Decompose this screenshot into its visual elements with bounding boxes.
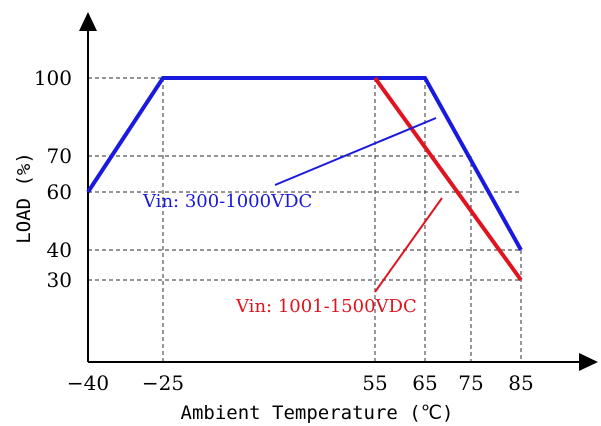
x-axis-title: Ambient Temperature (℃) — [181, 402, 454, 424]
series-red-label: Vin: 1001-1500VDC — [235, 296, 417, 317]
series-blue-line — [86, 76, 523, 251]
y-axis-title: LOAD (%) — [13, 152, 35, 244]
series-blue-label: Vin: 300-1000VDC — [142, 191, 312, 212]
series-red-pointer — [374, 197, 443, 293]
y-tick-label: 60 — [47, 180, 72, 204]
axes — [79, 12, 598, 371]
x-tick-label: −25 — [142, 371, 184, 395]
y-axis-arrow — [79, 12, 97, 31]
series-red-line — [373, 76, 523, 282]
series-lines — [86, 76, 523, 282]
y-tick-label: 40 — [47, 238, 72, 262]
x-tick-label: 75 — [458, 371, 483, 395]
x-tick-label: 55 — [362, 371, 387, 395]
dashed-guides — [88, 77, 522, 362]
x-axis-arrow — [579, 353, 598, 371]
y-tick-label: 30 — [47, 268, 72, 292]
series-annotations: Vin: 300-1000VDC Vin: 1001-1500VDC — [142, 117, 443, 317]
x-tick-label: 65 — [412, 371, 437, 395]
tick-labels: −40 −25 55 65 75 85 30 40 60 70 100 — [34, 66, 534, 395]
series-blue-pointer — [274, 117, 437, 186]
x-tick-label: 85 — [508, 371, 533, 395]
y-tick-label: 70 — [47, 144, 72, 168]
x-tick-label: −40 — [67, 371, 109, 395]
y-tick-label: 100 — [34, 66, 72, 90]
